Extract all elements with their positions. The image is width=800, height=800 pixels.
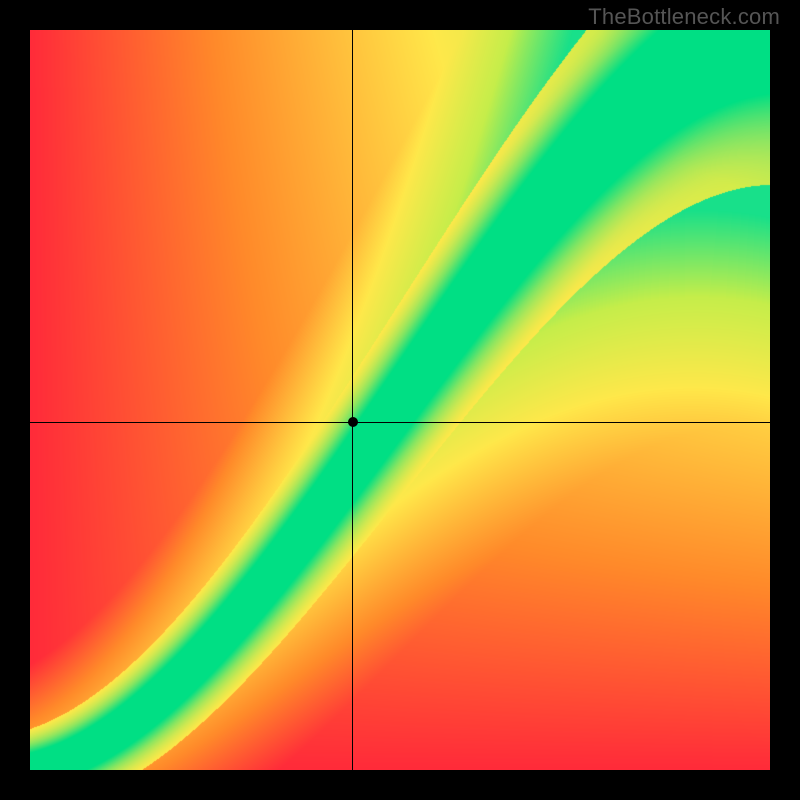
crosshair-marker <box>348 417 358 427</box>
frame-right <box>770 0 800 800</box>
frame-bottom <box>0 770 800 800</box>
chart-container: TheBottleneck.com <box>0 0 800 800</box>
crosshair-horizontal <box>30 422 770 423</box>
frame-left <box>0 0 30 800</box>
crosshair-vertical <box>352 30 353 770</box>
heatmap-canvas <box>30 30 770 770</box>
watermark-text: TheBottleneck.com <box>588 4 780 30</box>
